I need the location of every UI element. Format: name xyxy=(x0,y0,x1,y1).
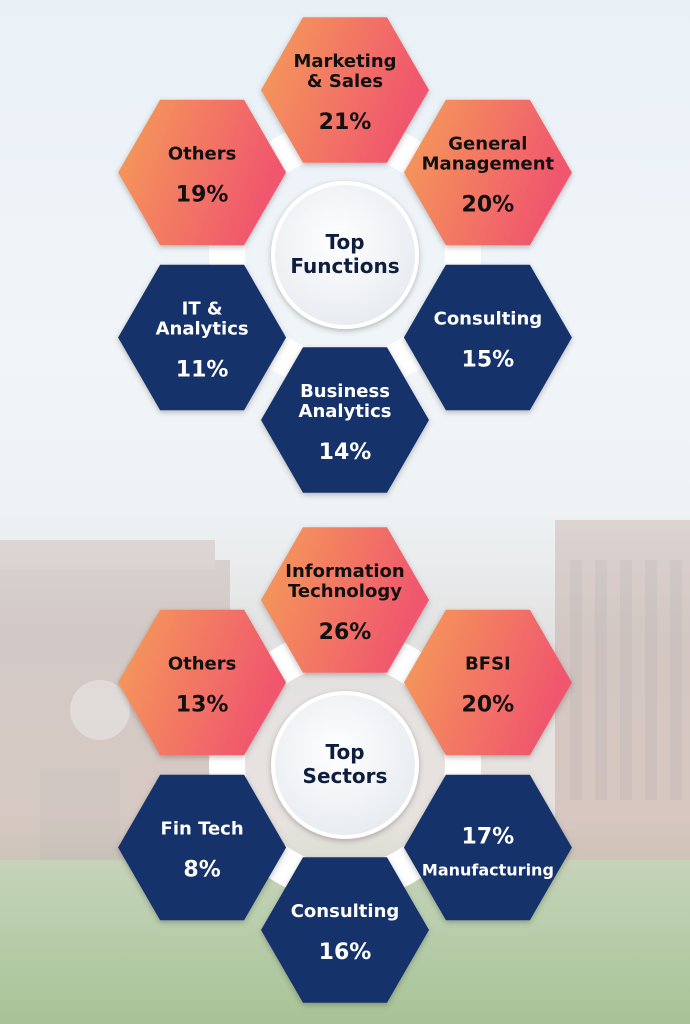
segment-value: 26% xyxy=(319,620,372,645)
chart-title: Functions xyxy=(290,254,399,278)
segment-consulting: Consulting 15% xyxy=(403,264,572,411)
segment-value: 20% xyxy=(462,193,515,218)
segment-label: Others xyxy=(168,144,237,165)
segment-bfsi: BFSI 20% xyxy=(403,609,572,756)
segment-label: Technology xyxy=(288,581,402,602)
hexagon-others xyxy=(118,99,287,246)
segment-it-analytics: IT &Analytics 11% xyxy=(118,264,287,411)
segment-label: General xyxy=(448,134,527,155)
chart-title: Top xyxy=(325,230,364,254)
segment-value: 14% xyxy=(319,440,372,465)
chart-title: Sectors xyxy=(303,764,388,788)
segment-value: 19% xyxy=(176,183,229,208)
segment-label: Analytics xyxy=(299,401,392,422)
hexagon-manufacturing xyxy=(403,774,572,921)
segment-value: 21% xyxy=(319,110,372,135)
segment-label: Business xyxy=(300,381,390,402)
hexagon-fin-tech xyxy=(118,774,287,921)
segment-consulting: Consulting 16% xyxy=(261,857,429,1003)
segment-others: Others 13% xyxy=(118,609,287,756)
segment-fin-tech: Fin Tech 8% xyxy=(118,774,287,921)
building-right xyxy=(555,520,690,860)
segment-value: 20% xyxy=(462,693,515,718)
segment-label: Consulting xyxy=(434,309,543,330)
chart-title: Top xyxy=(325,740,364,764)
segment-value: 11% xyxy=(176,358,229,383)
segment-value: 13% xyxy=(176,693,229,718)
segment-value: 17% xyxy=(462,825,515,850)
segment-manufacturing: 17% Manufacturing xyxy=(403,774,572,921)
segment-label: BFSI xyxy=(465,654,511,675)
segment-label: Others xyxy=(168,654,237,675)
segment-label: IT & xyxy=(182,299,223,320)
segment-label: Marketing xyxy=(293,51,396,72)
segment-others: Others 19% xyxy=(118,99,287,246)
hexagon-others xyxy=(118,609,287,756)
center-disc xyxy=(271,181,419,329)
hexagon-marketing-sales xyxy=(261,17,429,163)
hexagon-bfsi xyxy=(403,609,572,756)
segment-label: Management xyxy=(422,154,555,175)
segment-value: 8% xyxy=(183,858,220,883)
segment-label: Fin Tech xyxy=(161,819,244,840)
hexagon-consulting xyxy=(403,264,572,411)
hexagon-information-technology xyxy=(261,527,429,673)
segment-label: Information xyxy=(285,561,404,582)
segment-value: 16% xyxy=(319,940,372,965)
segment-label: & Sales xyxy=(307,71,383,92)
hexagon-it-analytics xyxy=(118,264,287,411)
center-disc xyxy=(271,691,419,839)
segment-label: Manufacturing xyxy=(422,861,554,880)
segment-label: Consulting xyxy=(291,901,400,922)
segment-marketing-sales: Marketing& Sales 21% xyxy=(261,17,429,163)
segment-label: Analytics xyxy=(156,319,249,340)
hexagon-general-management xyxy=(403,99,572,246)
segment-value: 15% xyxy=(462,348,515,373)
hexagon-business-analytics xyxy=(261,347,429,493)
hexagon-consulting xyxy=(261,857,429,1003)
